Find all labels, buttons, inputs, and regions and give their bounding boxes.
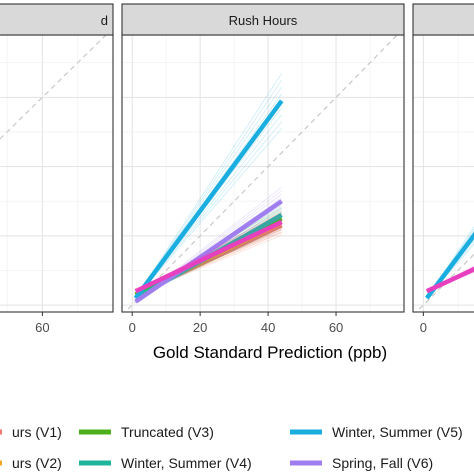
x-tick-label: 60: [35, 320, 49, 335]
panel-1: d 60: [0, 3, 114, 335]
ensemble-line: [426, 226, 474, 299]
legend-entry: Truncated (V3): [79, 424, 214, 440]
facet-strip: [412, 3, 474, 36]
reference-line: [0, 35, 107, 140]
ensemble-line: [135, 128, 282, 299]
legend-label: Spring, Fall (V6): [332, 455, 433, 471]
x-axis-title: Gold Standard Prediction (ppb): [153, 343, 387, 362]
facet-title: Rush Hours: [229, 13, 298, 28]
ensemble-line: [426, 243, 474, 299]
legend-entry: urs (V1): [0, 424, 62, 440]
series-line: [134, 199, 283, 304]
plot-background: [0, 35, 113, 312]
legend: urs (V1) urs (V2) Truncated (V3) Winter, Su…: [0, 424, 463, 471]
x-tick-label: 40: [261, 320, 275, 335]
x-tick-label: 60: [329, 320, 343, 335]
panel-border: [0, 34, 114, 313]
series-line: [425, 266, 474, 294]
x-tick-label: 0: [129, 320, 136, 335]
legend-entry: Winter, Summer (V4): [79, 455, 252, 471]
legend-label: urs (V2): [12, 455, 62, 471]
series-5: [425, 226, 474, 300]
plot-background: [122, 35, 404, 312]
legend-label: Winter, Summer (V4): [121, 455, 252, 471]
reference-line: [124, 35, 399, 312]
ensemble-line: [135, 72, 282, 299]
series-line: [133, 99, 284, 300]
series-line: [425, 231, 474, 300]
facet-strip: [121, 3, 405, 36]
series-6: [134, 186, 283, 304]
legend-entry: urs (V2): [0, 455, 62, 471]
legend-label: Winter, Summer (V5): [332, 424, 463, 440]
legend-entry: Winter, Summer (V5): [290, 424, 463, 440]
panels: d 60 Rush Hours 0 20 40 60 0: [0, 3, 474, 335]
series-5: [133, 72, 284, 300]
x-tick-label: 20: [193, 320, 207, 335]
series-7: [134, 211, 283, 294]
reference-line: [415, 253, 474, 312]
panel-3: 0: [412, 3, 474, 335]
facet-title: d: [101, 13, 108, 28]
series-7: [425, 265, 474, 294]
series-line: [134, 219, 283, 294]
legend-label: Truncated (V3): [121, 424, 214, 440]
legend-label: urs (V1): [12, 424, 62, 440]
panel-2: Rush Hours 0 20 40 60: [121, 3, 405, 335]
panel-border: [412, 34, 474, 313]
x-tick-label: 0: [420, 320, 427, 335]
legend-entry: Spring, Fall (V6): [290, 455, 433, 471]
facet-strip: [0, 3, 114, 36]
